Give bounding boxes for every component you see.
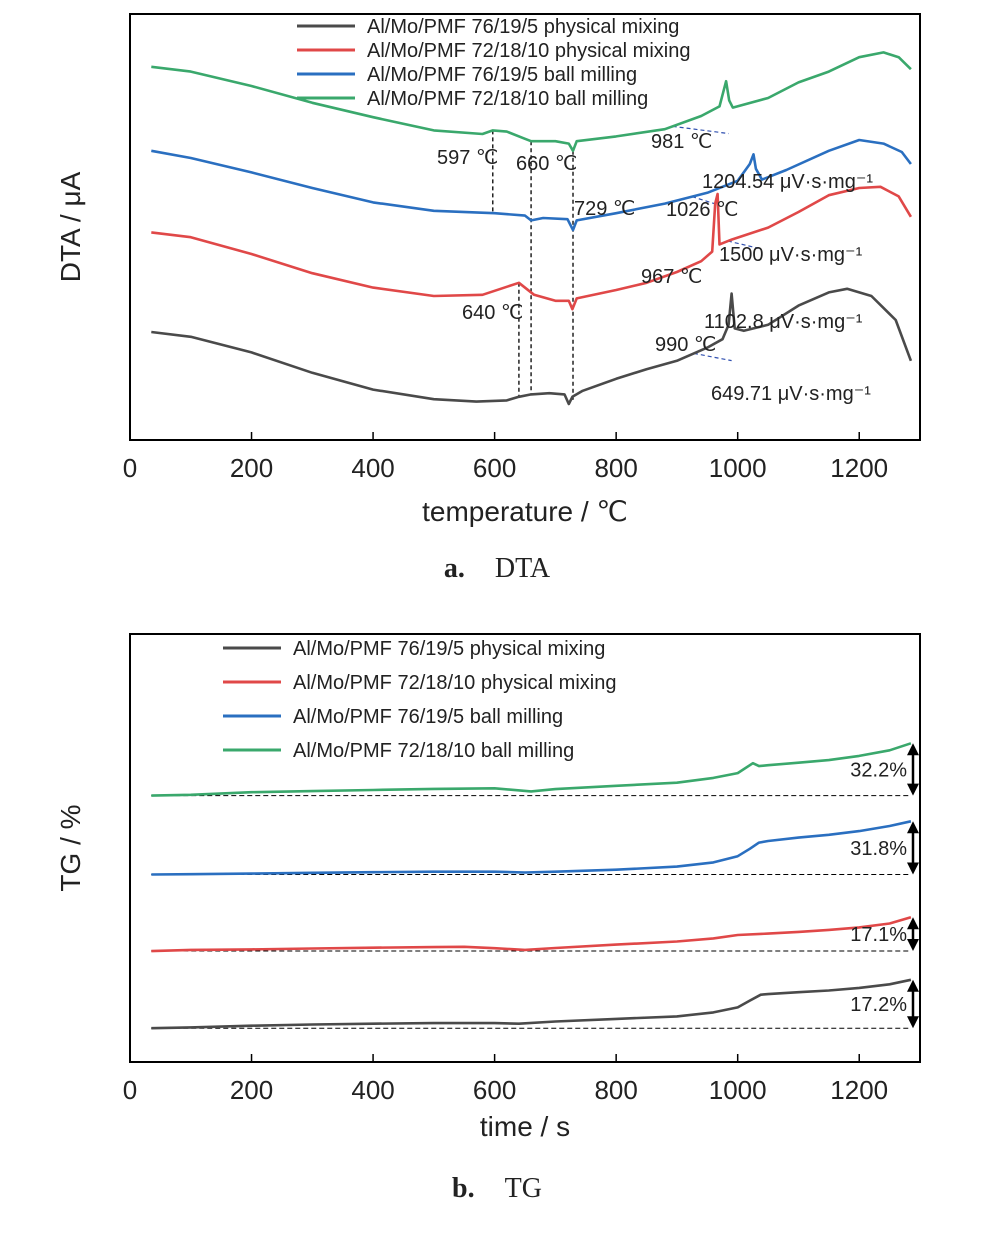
panel-b-legend-label: Al/Mo/PMF 72/18/10 physical mixing — [293, 672, 616, 694]
panel-a-legend-label: Al/Mo/PMF 72/18/10 ball milling — [367, 88, 648, 110]
panel-a-annotation: 660 ℃ — [516, 153, 577, 175]
panel-a-legend-label: Al/Mo/PMF 76/19/5 physical mixing — [367, 16, 679, 38]
panel-b-change-arrow-head — [907, 1016, 919, 1029]
panel-b-y-axis-label: TG / % — [55, 804, 86, 891]
panel-b-annotation: 31.8% — [850, 838, 907, 860]
panel-b-annotation: 17.1% — [850, 924, 907, 946]
panel-a-annotation: 1026 ℃ — [666, 199, 739, 221]
panel-b-change-arrow-head — [907, 979, 919, 992]
panel-b-change-arrow-head — [907, 743, 919, 756]
panel-a-peak-baseline — [727, 240, 759, 249]
panel-a-annotation: 649.71 μV·s·mg⁻¹ — [711, 383, 871, 405]
caption-a-title: DTA — [494, 553, 551, 584]
panel-a-annotation: 967 ℃ — [641, 266, 702, 288]
panel-a-annotation: 1102.8 μV·s·mg⁻¹ — [704, 311, 863, 333]
panel-b-change-arrow-head — [907, 939, 919, 952]
panel-b-x-tick-label: 0 — [123, 1075, 137, 1105]
panel-b-annotation: 32.2% — [850, 759, 907, 781]
panel-a-annotation: 981 ℃ — [651, 131, 712, 153]
panel-a-annotation: 1204.54 μV·s·mg⁻¹ — [702, 171, 873, 193]
panel-b-change-arrow-head — [907, 917, 919, 930]
panel-b-change-arrow-head — [907, 783, 919, 796]
caption-a-label: a. — [443, 553, 465, 584]
panel-a-series-line-3 — [151, 138, 912, 232]
panel-b-legend-label: Al/Mo/PMF 76/19/5 ball milling — [293, 706, 563, 728]
panel-a-annotation: 729 ℃ — [574, 198, 635, 220]
panel-b-series-line-2 — [151, 916, 912, 953]
panel-a-series-line-4 — [151, 51, 912, 153]
caption-a: a. DTA — [0, 553, 994, 585]
panel-a-x-tick-label: 0 — [123, 453, 137, 483]
panel-a-plot-frame — [129, 13, 921, 441]
caption-b-title: TG — [504, 1173, 542, 1204]
caption-b-label: b. — [452, 1173, 475, 1204]
panel-b-x-tick-label: 600 — [473, 1075, 516, 1105]
panel-a-x-tick-label: 1200 — [830, 453, 888, 483]
panel-b-plot-frame — [129, 633, 921, 1063]
panel-a-series-line-2 — [151, 185, 913, 311]
panel-b-annotation: 17.2% — [850, 994, 907, 1016]
panel-b-series-line-4 — [151, 742, 912, 797]
panel-b-change-arrow-head — [907, 862, 919, 875]
panel-b-legend-label: Al/Mo/PMF 76/19/5 physical mixing — [293, 638, 605, 660]
panel-a-legend-label: Al/Mo/PMF 76/19/5 ball milling — [367, 64, 637, 86]
panel-a-x-tick-label: 400 — [351, 453, 394, 483]
panel-a-annotation: 1500 μV·s·mg⁻¹ — [719, 244, 863, 266]
panel-b-legend-label: Al/Mo/PMF 72/18/10 ball milling — [293, 740, 574, 762]
panel-a-x-tick-label: 1000 — [709, 453, 767, 483]
panel-a-x-tick-label: 800 — [594, 453, 637, 483]
panel-a-series-line-1 — [151, 287, 913, 406]
panel-a-peak-baseline — [693, 352, 732, 362]
panel-a-peak-baseline — [672, 125, 729, 135]
panel-a-legend-label: Al/Mo/PMF 72/18/10 physical mixing — [367, 40, 690, 62]
panel-b-change-arrow-head — [907, 821, 919, 834]
panel-a-x-tick-label: 600 — [473, 453, 516, 483]
panel-a-annotation: 990 ℃ — [655, 334, 716, 356]
panel-a-x-axis-label: temperature / ℃ — [422, 496, 628, 527]
panel-b-x-axis-label: time / s — [480, 1111, 570, 1142]
panel-a-annotation: 597 ℃ — [437, 147, 498, 169]
panel-b-x-tick-label: 1200 — [830, 1075, 888, 1105]
panel-a-y-axis-label: DTA / μA — [55, 171, 86, 282]
caption-b: b. TG — [0, 1173, 994, 1205]
panel-b-x-tick-label: 200 — [230, 1075, 273, 1105]
panel-b-x-tick-label: 1000 — [709, 1075, 767, 1105]
panel-a-annotation: 640 ℃ — [462, 302, 523, 324]
panel-b-x-tick-label: 400 — [351, 1075, 394, 1105]
panel-a-x-tick-label: 200 — [230, 453, 273, 483]
panel-b-series-line-1 — [151, 978, 912, 1030]
panel-b-x-tick-label: 800 — [594, 1075, 637, 1105]
panel-b-series-line-3 — [151, 820, 912, 876]
